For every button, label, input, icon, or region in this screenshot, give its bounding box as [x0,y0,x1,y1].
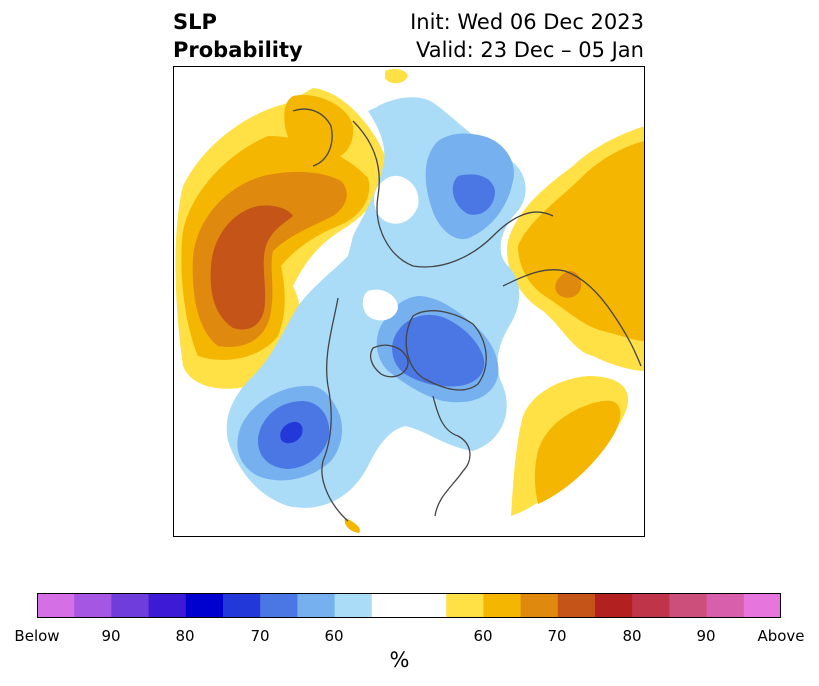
coastline-alaska [292,108,333,167]
colorbar-tick-label: 90 [101,627,121,645]
colorbar-swatch [557,593,596,618]
coastline-north-america-west [321,297,349,522]
colorbar-border [37,593,781,618]
valid-range: Valid: 23 Dec – 05 Jan [415,38,644,62]
gap-siberia [373,175,419,224]
colorbar-swatch [148,593,187,618]
colorbar-swatch [371,593,410,618]
coastline-greenland [405,310,487,391]
colorbar-swatch [260,593,298,618]
colorbar-tick-label: Below [14,627,60,645]
colorbar-tick-label: 60 [324,627,344,645]
below-region-arctic-ocean [375,97,444,145]
variable-name: SLP [173,10,217,34]
colorbar-swatch [520,593,559,618]
colorbar-swatches [37,593,782,618]
colorbar-tick-label: 80 [175,627,195,645]
coastline-eurasia [352,120,554,268]
colorbar-swatch [595,593,633,618]
colorbar-swatch [409,593,447,618]
below-region-greenland-70 [392,314,485,387]
title-right: Init: Wed 06 Dec 2023 Valid: 23 Dec – 05… [410,8,644,64]
below-region-pacific-80 [280,421,303,444]
coastline-arctic-islands [370,344,409,378]
colorbar-swatch [334,593,373,618]
above-region-europe-60 [518,141,645,341]
colorbar-unit: % [0,648,819,672]
map-canvas [173,66,645,537]
coastlines [292,108,642,522]
colorbar-swatch [111,593,150,618]
colorbar-swatch [37,593,75,618]
above-region-gulf-patch [344,518,360,533]
colorbar-swatch [297,593,336,618]
colorbar-unit-label: % [389,648,410,672]
coastline-north-america-east [432,395,471,517]
probability-map [173,66,645,537]
colorbar-swatch [669,593,708,618]
colorbar-swatch [483,593,522,618]
above-region-pacific-80 [210,205,293,330]
above-region-europe-70 [555,270,582,298]
colorbar-swatch [223,593,261,618]
colorbar-tick-label: 90 [696,627,716,645]
above-region-alaska [284,95,354,161]
map-border [173,66,645,537]
colorbar-swatch [185,593,224,618]
colorbar-swatch [743,593,782,618]
title-left: SLP Probability [173,8,303,64]
colorbar-swatch [74,593,112,618]
colorbar-swatch [446,593,484,618]
colorbar-tick-label: 70 [250,627,270,645]
coastline-europe [502,269,642,367]
colorbar-tick-label: 60 [473,627,493,645]
colorbar-swatch [632,593,670,618]
colorbar [37,593,782,618]
below-region-north-sea [469,269,518,312]
above-region-arctic-patch [385,68,408,84]
colorbar-tick-label: Above [757,627,805,645]
init-date: Init: Wed 06 Dec 2023 [410,10,644,34]
above-normal-shading [175,68,645,533]
near-normal-gaps [362,175,419,321]
product-name: Probability [173,38,303,62]
gap-arctic-center [362,289,398,321]
colorbar-tick-label: 70 [547,627,567,645]
below-region-siberia-70 [452,174,495,215]
colorbar-tick-label: 80 [622,627,642,645]
colorbar-swatch [706,593,745,618]
colorbar-tick-labels: Below 90 80 70 60 60 70 80 90 Above [0,627,819,647]
above-region-atlantic-60 [534,400,621,504]
